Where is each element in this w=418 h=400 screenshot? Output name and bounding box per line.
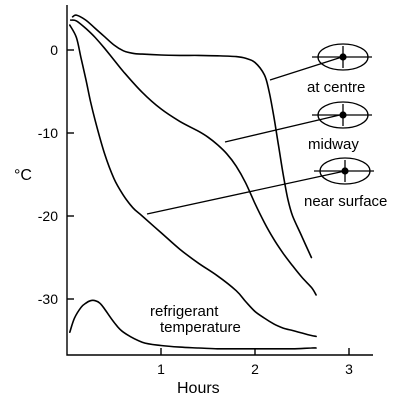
annotation-temperature: temperature — [160, 319, 241, 336]
probe-diagram-midway — [312, 101, 372, 129]
annotation-at-centre: at centre — [307, 79, 365, 96]
annotation-near-surface: near surface — [304, 193, 387, 210]
annotation-midway: midway — [308, 136, 359, 153]
axes-frame — [66, 5, 373, 356]
y-axis-label: °C — [14, 167, 32, 184]
leader-lines — [146, 56, 346, 215]
y-tick-label: 0 — [50, 42, 58, 58]
x-ticks: 1 2 3 — [157, 348, 353, 377]
series-line-at-centre — [71, 14, 313, 259]
leader-midway — [224, 113, 345, 143]
y-ticks: 0 -10 -20 -30 — [38, 42, 74, 307]
probe-point — [339, 53, 347, 61]
y-tick-label: -10 — [38, 125, 58, 141]
annotation-refrigerant: refrigerant — [150, 303, 219, 320]
y-tick-label: -30 — [38, 291, 58, 307]
leader-near-surface — [146, 170, 346, 215]
x-tick-label: 3 — [345, 361, 353, 377]
leader-at-centre — [269, 56, 343, 81]
probe-point — [339, 111, 347, 119]
probe-diagram-at-centre — [312, 43, 372, 71]
series-line-near-surface — [69, 24, 317, 338]
x-axis-label: Hours — [177, 380, 220, 397]
y-tick-label: -20 — [38, 208, 58, 224]
probe-point — [341, 167, 349, 175]
x-tick-label: 2 — [251, 361, 259, 377]
series-line-refrigerant-temperature — [69, 299, 317, 350]
series-line-midway — [70, 19, 317, 296]
curves — [69, 14, 317, 350]
x-tick-label: 1 — [157, 361, 165, 377]
probe-diagram-near-surface — [314, 157, 374, 185]
